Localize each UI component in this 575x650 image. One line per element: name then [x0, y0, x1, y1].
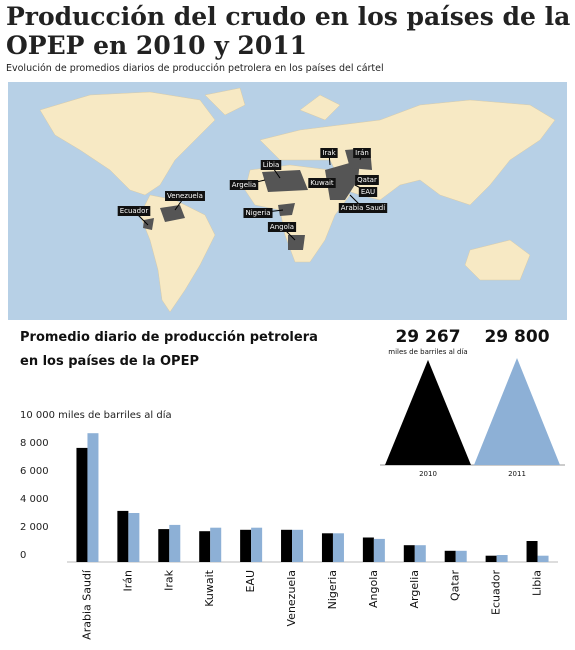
map-label-box — [260, 160, 282, 170]
y-tick-label: 4 000 — [20, 494, 49, 505]
map-label-box — [165, 191, 205, 201]
map-label-box — [355, 175, 379, 185]
bar — [199, 531, 211, 562]
bar — [362, 537, 374, 562]
map-label-box — [320, 148, 338, 158]
unit-label: miles de barriles al día — [388, 348, 467, 356]
map-label: Angola — [270, 223, 294, 231]
map-label-box — [308, 178, 336, 188]
bar — [455, 550, 467, 562]
map-label-box — [358, 187, 378, 197]
x-tick-label: Arabia Saudí — [80, 569, 93, 640]
map-label: Ecuador — [120, 207, 149, 215]
map-label: EAU — [361, 188, 375, 196]
map-label: Argelia — [232, 181, 256, 189]
bar — [240, 529, 252, 562]
x-tick-label: Qatar — [449, 570, 462, 601]
y-tick-label: 0 — [20, 550, 26, 561]
bar — [537, 555, 549, 562]
bar — [87, 433, 99, 562]
bar — [292, 529, 304, 562]
x-tick-label: Irak — [162, 569, 175, 591]
map-land — [39, 87, 556, 313]
chart-title: Promedio diario de producción petrolera … — [20, 330, 318, 369]
x-tick-label: EAU — [244, 570, 257, 593]
map-label-box — [229, 180, 259, 190]
y-tick-label: 6 000 — [20, 466, 49, 477]
bar — [373, 538, 385, 562]
map-label-box — [243, 208, 273, 218]
category-label: 2010 — [419, 470, 437, 478]
map-label: Qatar — [357, 176, 377, 184]
y-tick-label: 10 000 miles de barriles al día — [20, 409, 172, 421]
x-tick-label: Ecuador — [490, 570, 503, 615]
bar — [321, 533, 333, 562]
subtitle: Evolución de promedios diarios de produc… — [6, 63, 384, 74]
value-label: 29 267 — [395, 327, 460, 347]
map-label: Venezuela — [167, 192, 203, 200]
x-tick-label: Venezuela — [285, 570, 298, 627]
bar — [76, 447, 88, 562]
opec-countries — [143, 148, 372, 250]
map-label: Nigeria — [245, 209, 270, 217]
map-label: Arabia Saudí — [341, 204, 386, 212]
map-label: Irak — [322, 149, 336, 157]
bar — [128, 513, 140, 562]
category-label: 2011 — [508, 470, 526, 478]
bar — [251, 527, 263, 562]
map-label-box — [338, 203, 388, 213]
x-tick-label: Argelia — [408, 570, 421, 608]
bar — [117, 510, 129, 562]
map-label-box — [353, 148, 371, 158]
x-tick-label: Kuwait — [203, 569, 216, 606]
y-tick-label: 8 000 — [20, 438, 49, 449]
bar — [414, 545, 426, 562]
bar — [403, 545, 415, 562]
bar — [169, 524, 181, 562]
map-label: Kuwait — [310, 179, 334, 187]
bar — [444, 550, 456, 562]
triangle — [385, 359, 471, 465]
y-tick-label: 2 000 — [20, 522, 49, 533]
bar — [210, 527, 222, 562]
triangle — [474, 358, 560, 465]
bar — [158, 529, 170, 562]
value-label: 29 800 — [484, 327, 549, 347]
bar — [281, 529, 293, 562]
x-tick-label: Nigeria — [326, 570, 339, 609]
x-tick-label: Angola — [367, 570, 380, 608]
bar — [496, 555, 508, 562]
bar — [485, 555, 497, 562]
map-label: Libia — [263, 161, 280, 169]
bar — [332, 533, 344, 562]
map-label-box — [117, 206, 151, 216]
map-label: Irán — [355, 149, 369, 157]
x-tick-label: Libia — [531, 570, 544, 596]
bar — [526, 541, 538, 562]
map-label-box — [267, 222, 297, 232]
x-tick-label: Irán — [121, 570, 134, 592]
title: Producción del crudo en los países de la… — [6, 2, 571, 60]
